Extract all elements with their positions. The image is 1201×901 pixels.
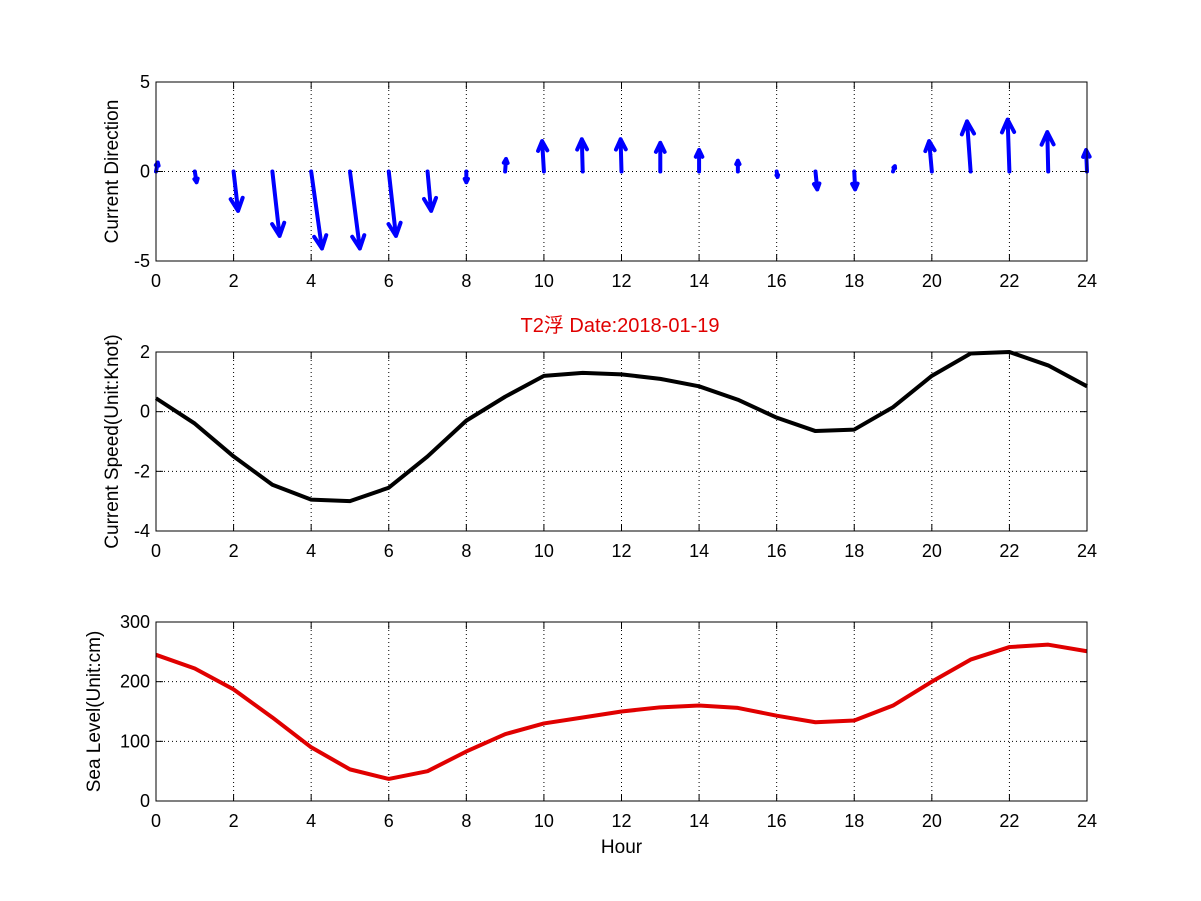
speed-y-tick-label: -4 <box>134 521 150 541</box>
direction-x-tick-label: 12 <box>611 271 631 291</box>
sea-level-x-tick-label: 6 <box>384 811 394 831</box>
direction-arrow <box>959 119 977 174</box>
direction-arrows <box>153 117 1092 251</box>
direction-arrow <box>536 139 550 174</box>
speed-x-tick-label: 8 <box>461 541 471 561</box>
sea-level-x-tick-label: 22 <box>999 811 1019 831</box>
sea-level-x-tick-label: 16 <box>767 811 787 831</box>
direction-arrow <box>347 169 367 251</box>
direction-x-tick-label: 24 <box>1077 271 1097 291</box>
direction-x-tick-label: 8 <box>461 271 471 291</box>
direction-x-tick-label: 20 <box>922 271 942 291</box>
direction-arrow <box>1039 130 1056 174</box>
sea-level-x-tick-label: 10 <box>534 811 554 831</box>
direction-arrow <box>422 169 439 213</box>
sea-level-x-tick-label: 2 <box>229 811 239 831</box>
speed-x-tick-label: 0 <box>151 541 161 561</box>
direction-arrow <box>811 169 822 192</box>
direction-x-tick-label: 4 <box>306 271 316 291</box>
direction-y-tick-label: 5 <box>140 72 150 92</box>
direction-arrow <box>270 169 287 238</box>
sea-level-x-tick-label: 18 <box>844 811 864 831</box>
direction-x-tick-label: 0 <box>151 271 161 291</box>
speed-x-tick-label: 10 <box>534 541 554 561</box>
direction-arrow <box>386 169 403 238</box>
sea-level-x-tick-label: 12 <box>611 811 631 831</box>
direction-arrow <box>923 139 937 174</box>
speed-x-tick-label: 24 <box>1077 541 1097 561</box>
direction-arrow <box>501 156 510 174</box>
sea-level-y-axis-label: Sea Level(Unit:cm) <box>84 631 105 793</box>
direction-x-tick-label: 6 <box>384 271 394 291</box>
direction-arrow <box>653 140 667 174</box>
speed-x-tick-label: 4 <box>306 541 316 561</box>
speed-x-tick-label: 2 <box>229 541 239 561</box>
speed-y-tick-label: -2 <box>134 461 150 481</box>
sea-level-x-tick-label: 0 <box>151 811 161 831</box>
sea-level-y-tick-label: 0 <box>140 791 150 811</box>
sea-level-x-tick-label: 4 <box>306 811 316 831</box>
direction-arrow <box>734 158 742 174</box>
sea-level-y-tick-label: 300 <box>120 612 150 632</box>
direction-arrow <box>693 148 705 174</box>
speed-y-tick-label: 2 <box>140 342 150 362</box>
direction-x-tick-label: 18 <box>844 271 864 291</box>
direction-x-tick-label: 2 <box>229 271 239 291</box>
speed-x-tick-label: 14 <box>689 541 709 561</box>
sea-level-series-line <box>155 642 1088 781</box>
direction-arrow <box>192 169 200 185</box>
direction-arrow <box>891 164 898 174</box>
speed-x-tick-label: 12 <box>611 541 631 561</box>
direction-x-tick-label: 22 <box>999 271 1019 291</box>
direction-y-axis-label: Current Direction <box>102 100 123 244</box>
sea-level-x-axis-label: Hour <box>601 837 643 858</box>
direction-arrow <box>462 169 470 185</box>
direction-y-tick-label: -5 <box>134 251 150 271</box>
direction-x-tick-label: 14 <box>689 271 709 291</box>
direction-arrow <box>774 169 781 179</box>
direction-arrow <box>613 137 628 174</box>
direction-x-tick-label: 10 <box>534 271 554 291</box>
speed-x-tick-label: 22 <box>999 541 1019 561</box>
sea-level-y-tick-label: 100 <box>120 731 150 751</box>
sea-level-x-tick-label: 14 <box>689 811 709 831</box>
speed-x-tick-label: 18 <box>844 541 864 561</box>
direction-arrow <box>309 169 329 251</box>
direction-y-tick-label: 0 <box>140 162 150 182</box>
direction-arrow <box>850 169 860 192</box>
speed-x-tick-label: 6 <box>384 541 394 561</box>
sea-level-x-tick-label: 24 <box>1077 811 1097 831</box>
direction-arrow <box>575 137 589 174</box>
speed-x-tick-label: 16 <box>767 541 787 561</box>
sea-level-x-tick-label: 8 <box>461 811 471 831</box>
direction-arrow <box>228 169 245 213</box>
chart-title: T2浮 Date:2018-01-19 <box>520 314 719 337</box>
sea-level-x-tick-label: 20 <box>922 811 942 831</box>
speed-y-axis-label: Current Speed(Unit:Knot) <box>102 334 123 548</box>
speed-series-line <box>154 350 1088 504</box>
direction-x-tick-label: 16 <box>767 271 787 291</box>
sea-level-y-tick-label: 200 <box>120 672 150 692</box>
direction-arrow <box>999 117 1017 174</box>
speed-x-tick-label: 20 <box>922 541 942 561</box>
speed-y-tick-label: 0 <box>140 402 150 422</box>
